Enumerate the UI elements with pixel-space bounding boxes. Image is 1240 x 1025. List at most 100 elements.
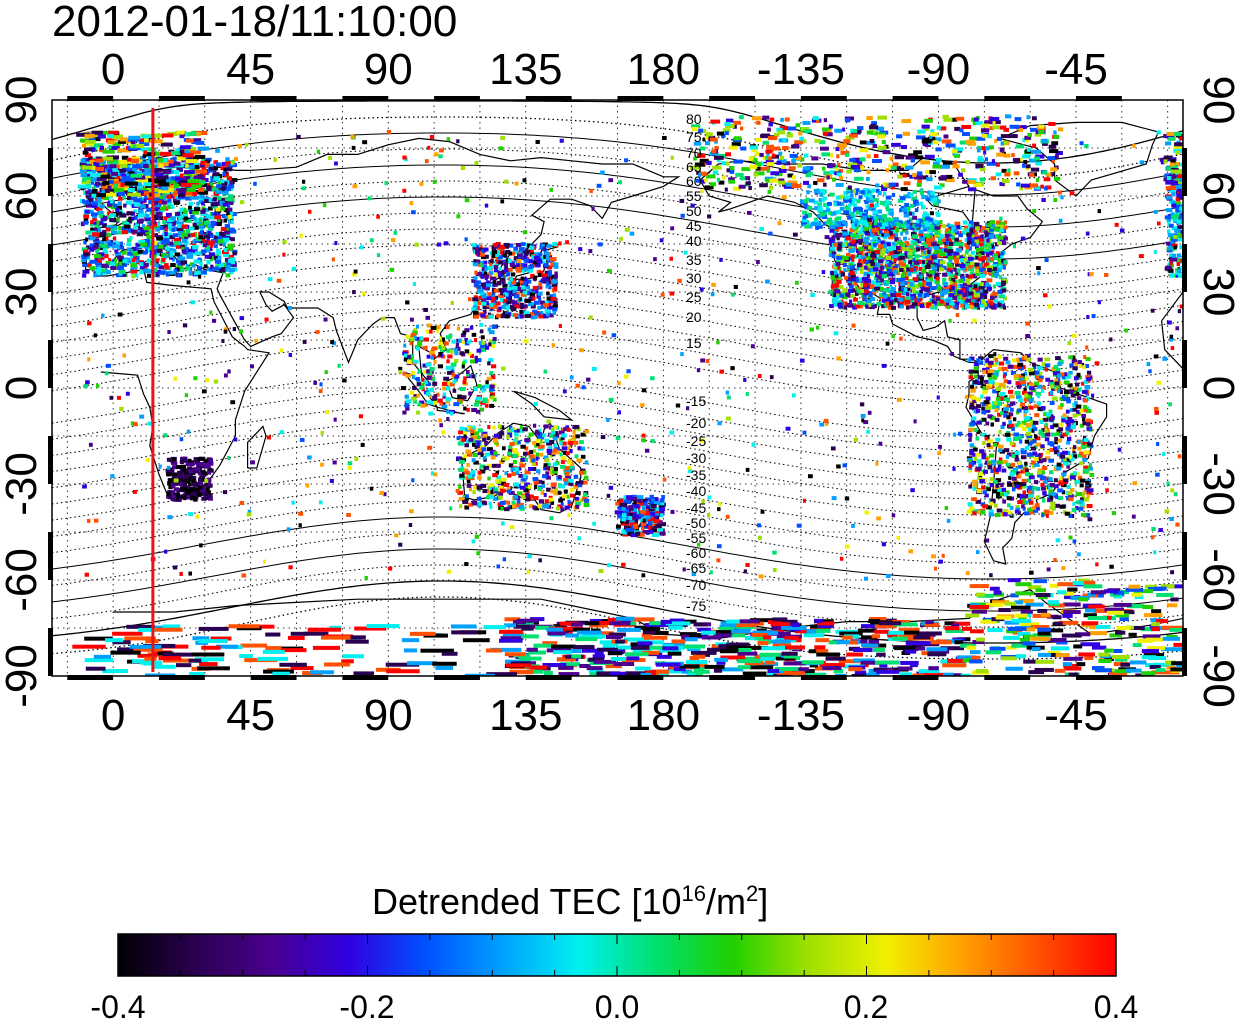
tec-point [862,277,866,281]
tec-point [769,179,778,183]
tec-point [498,307,502,311]
tec-point [943,161,953,165]
tec-point [740,147,746,151]
tec-point [494,289,499,293]
tec-point [204,264,208,268]
tec-point [1001,134,1011,138]
tec-point [782,146,789,150]
tec-point [904,203,909,207]
tec-point [548,272,552,276]
tec-point [981,128,989,132]
tec-point [1045,363,1051,367]
tec-point [814,189,820,193]
tec-point [161,258,165,262]
tec-point [216,251,221,255]
tec-point [903,237,907,241]
tec-point [830,275,834,279]
tec-point [1051,141,1058,145]
tec-point [765,156,768,160]
tec-point [911,158,915,162]
tec-point [481,294,486,298]
tec-point [798,132,802,136]
tec-point [481,302,486,306]
tec-point [546,313,550,317]
tec-point [870,139,875,143]
tec-point [216,162,221,166]
tec-point [982,226,986,230]
tec-point [533,276,537,280]
tec-point [794,140,803,144]
tec-point [227,197,234,201]
tec-point [117,255,124,259]
tec-point [924,288,930,292]
tec-point [829,225,835,229]
tec-point [936,158,942,162]
tec-point [138,214,144,218]
tec-point [975,226,980,230]
tec-point [895,233,898,237]
tec-point [201,250,206,254]
tec-point [933,242,937,246]
tec-point [969,287,972,291]
tec-point [809,199,815,203]
tec-point [762,116,769,120]
tec-point [182,249,186,253]
tec-point [538,282,542,286]
tec-point [785,118,790,122]
tec-point [982,390,987,394]
tec-point [83,252,89,256]
tec-point [1003,357,1008,361]
tec-point [1171,192,1175,196]
tec-point [511,272,515,276]
tec-point [1035,161,1042,165]
tec-point [1036,178,1039,182]
tec-point [712,166,721,170]
tec-point [967,233,972,237]
tec-point [143,182,151,186]
tec-point [924,244,927,248]
tec-point [997,241,1002,245]
tec-point [1168,137,1175,141]
tec-point [83,270,90,274]
tec-point [989,220,995,224]
tec-point [903,132,910,136]
tec-point [1007,380,1011,384]
tec-point [930,191,935,195]
tec-point [480,314,485,318]
tec-point [851,254,855,258]
tec-point [143,199,146,203]
tec-point [906,292,909,296]
tec-point [538,273,541,277]
tec-point [122,196,125,200]
tec-point [950,281,953,285]
tec-point [877,223,882,227]
tec-point [122,230,128,234]
tec-point [1032,144,1036,148]
tec-point [880,219,883,223]
tec-point [1024,511,1029,515]
tec-point [1082,421,1086,425]
tec-point [813,181,817,185]
tec-point [792,184,802,188]
tec-point [967,281,970,285]
tec-point [98,228,101,232]
tec-point [1041,139,1047,143]
tec-point [1174,142,1187,146]
tec-point [802,121,810,125]
tec-point [979,247,984,251]
tec-point [899,261,903,265]
tec-point [829,193,835,197]
tec-point [221,179,225,183]
tec-point [932,165,941,169]
tec-point [995,513,1001,517]
tec-point [973,303,979,307]
tec-point [954,260,959,264]
tec-point [937,286,942,290]
tec-point [781,165,786,169]
tec-point [1055,504,1060,508]
tec-point [1029,173,1034,177]
tec-point [876,302,881,306]
tec-point [524,281,527,285]
tec-point [928,195,932,199]
tec-point [853,129,857,133]
